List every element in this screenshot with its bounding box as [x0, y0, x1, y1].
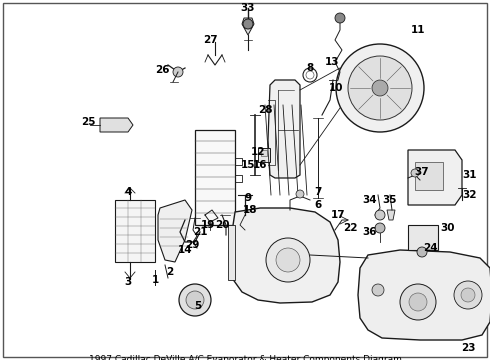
Text: 23: 23 — [461, 343, 475, 353]
Text: 9: 9 — [245, 193, 251, 203]
Polygon shape — [228, 225, 235, 280]
Circle shape — [186, 291, 204, 309]
Polygon shape — [158, 200, 192, 262]
Text: 33: 33 — [241, 3, 255, 13]
Polygon shape — [408, 150, 462, 205]
Text: 37: 37 — [415, 167, 429, 177]
Circle shape — [461, 288, 475, 302]
Text: 2: 2 — [167, 267, 173, 277]
Text: 31: 31 — [463, 170, 477, 180]
Text: 1997 Cadillac DeVille A/C Evaporator & Heater Components Diagram: 1997 Cadillac DeVille A/C Evaporator & H… — [89, 355, 401, 360]
Text: 14: 14 — [178, 245, 192, 255]
Text: 28: 28 — [258, 105, 272, 115]
Text: 27: 27 — [203, 35, 217, 45]
Circle shape — [243, 19, 253, 29]
Bar — [415, 162, 443, 190]
Circle shape — [348, 56, 412, 120]
Circle shape — [179, 284, 211, 316]
Text: 11: 11 — [411, 25, 425, 35]
Text: 21: 21 — [193, 227, 207, 237]
Text: 25: 25 — [81, 117, 95, 127]
Text: 6: 6 — [315, 200, 321, 210]
Bar — [261, 150, 267, 156]
Polygon shape — [242, 18, 254, 35]
Polygon shape — [258, 148, 270, 162]
Polygon shape — [115, 200, 155, 262]
Circle shape — [409, 293, 427, 311]
Text: 15: 15 — [241, 160, 255, 170]
Polygon shape — [230, 208, 340, 303]
Polygon shape — [100, 118, 133, 132]
Circle shape — [276, 248, 300, 272]
Circle shape — [411, 169, 419, 177]
Text: 22: 22 — [343, 223, 357, 233]
Circle shape — [173, 67, 183, 77]
Circle shape — [372, 80, 388, 96]
Polygon shape — [387, 210, 395, 220]
Text: 10: 10 — [329, 83, 343, 93]
Circle shape — [266, 238, 310, 282]
Text: 29: 29 — [185, 240, 199, 250]
Text: 4: 4 — [124, 187, 132, 197]
Text: 34: 34 — [363, 195, 377, 205]
Text: 13: 13 — [325, 57, 339, 67]
Text: 18: 18 — [243, 205, 257, 215]
Polygon shape — [268, 80, 300, 178]
Polygon shape — [195, 130, 235, 225]
Text: 19: 19 — [201, 220, 215, 230]
Text: 26: 26 — [155, 65, 169, 75]
Text: 1: 1 — [151, 275, 159, 285]
Text: 8: 8 — [306, 63, 314, 73]
Circle shape — [336, 44, 424, 132]
Text: 3: 3 — [124, 277, 132, 287]
Text: 24: 24 — [423, 243, 437, 253]
Text: 12: 12 — [251, 147, 265, 157]
Text: 7: 7 — [314, 187, 322, 197]
Circle shape — [296, 190, 304, 198]
Circle shape — [375, 223, 385, 233]
Text: 17: 17 — [331, 210, 345, 220]
Text: 16: 16 — [253, 160, 267, 170]
Polygon shape — [358, 250, 490, 340]
Text: 36: 36 — [363, 227, 377, 237]
Text: 35: 35 — [383, 195, 397, 205]
Text: 30: 30 — [441, 223, 455, 233]
Circle shape — [417, 247, 427, 257]
Circle shape — [454, 281, 482, 309]
Circle shape — [372, 284, 384, 296]
Text: 20: 20 — [215, 220, 229, 230]
Circle shape — [375, 210, 385, 220]
Text: 5: 5 — [195, 301, 201, 311]
Circle shape — [335, 13, 345, 23]
Circle shape — [400, 284, 436, 320]
Text: 32: 32 — [463, 190, 477, 200]
Bar — [408, 225, 438, 250]
